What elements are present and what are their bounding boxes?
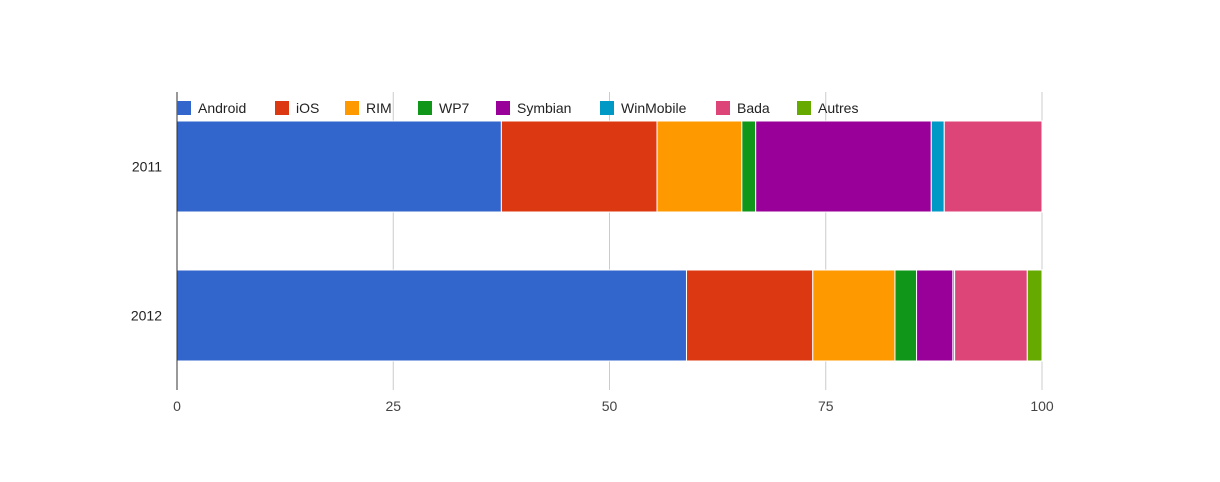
legend-swatch [418,101,432,115]
bar-segment-winmobile-2011 [930,120,945,213]
y-category-label: 2011 [132,159,162,175]
bar-segment-autres-2012 [1026,269,1043,362]
y-category-label: 2012 [131,308,162,324]
bar-segment-bada-2012 [954,269,1028,362]
bar-segment-android-2011 [176,120,502,213]
bar-segment-bada-2011 [943,120,1043,213]
bar-segment-android-2012 [176,269,687,362]
legend-label: Symbian [517,100,571,116]
legend-label: Android [198,100,246,116]
x-tick-label: 25 [385,398,401,414]
bar-segment-rim-2011 [656,120,743,213]
legend-item-bada[interactable]: Bada [716,100,770,116]
legend-label: iOS [296,100,319,116]
x-tick-label: 100 [1030,398,1054,414]
legend-swatch [177,101,191,115]
bar-segment-ios-2012 [685,269,814,362]
legend-swatch [345,101,359,115]
legend-label: Bada [737,100,770,116]
legend-item-symbian[interactable]: Symbian [496,100,571,116]
legend-item-wp7[interactable]: WP7 [418,100,470,116]
legend: Android iOS RIM WP7 Symbian WinMobile Bada Autr… [177,100,858,116]
legend-label: RIM [366,100,392,116]
bar-segment-wp7-2011 [741,120,757,213]
x-tick-label: 75 [818,398,834,414]
legend-item-autres[interactable]: Autres [797,100,858,116]
bar-segment-ios-2011 [500,120,658,213]
legend-swatch [275,101,289,115]
legend-item-winmobile[interactable]: WinMobile [600,100,687,116]
x-tick-label: 0 [173,398,181,414]
bar-segment-symbian-2011 [755,120,932,213]
axes: 0 25 50 75 100 2011 2012 [131,92,1054,414]
bar-segment-symbian-2012 [916,269,954,362]
legend-item-android[interactable]: Android [177,100,246,116]
legend-label: Autres [818,100,858,116]
legend-item-rim[interactable]: RIM [345,100,392,116]
legend-swatch [716,101,730,115]
legend-label: WP7 [439,100,470,116]
x-tick-label: 50 [602,398,618,414]
legend-item-ios[interactable]: iOS [275,100,319,116]
legend-swatch [797,101,811,115]
bar-segment-wp7-2012 [894,269,918,362]
legend-label: WinMobile [621,100,687,116]
legend-swatch [600,101,614,115]
bar-segment-rim-2012 [812,269,896,362]
bars [176,120,1043,362]
legend-swatch [496,101,510,115]
